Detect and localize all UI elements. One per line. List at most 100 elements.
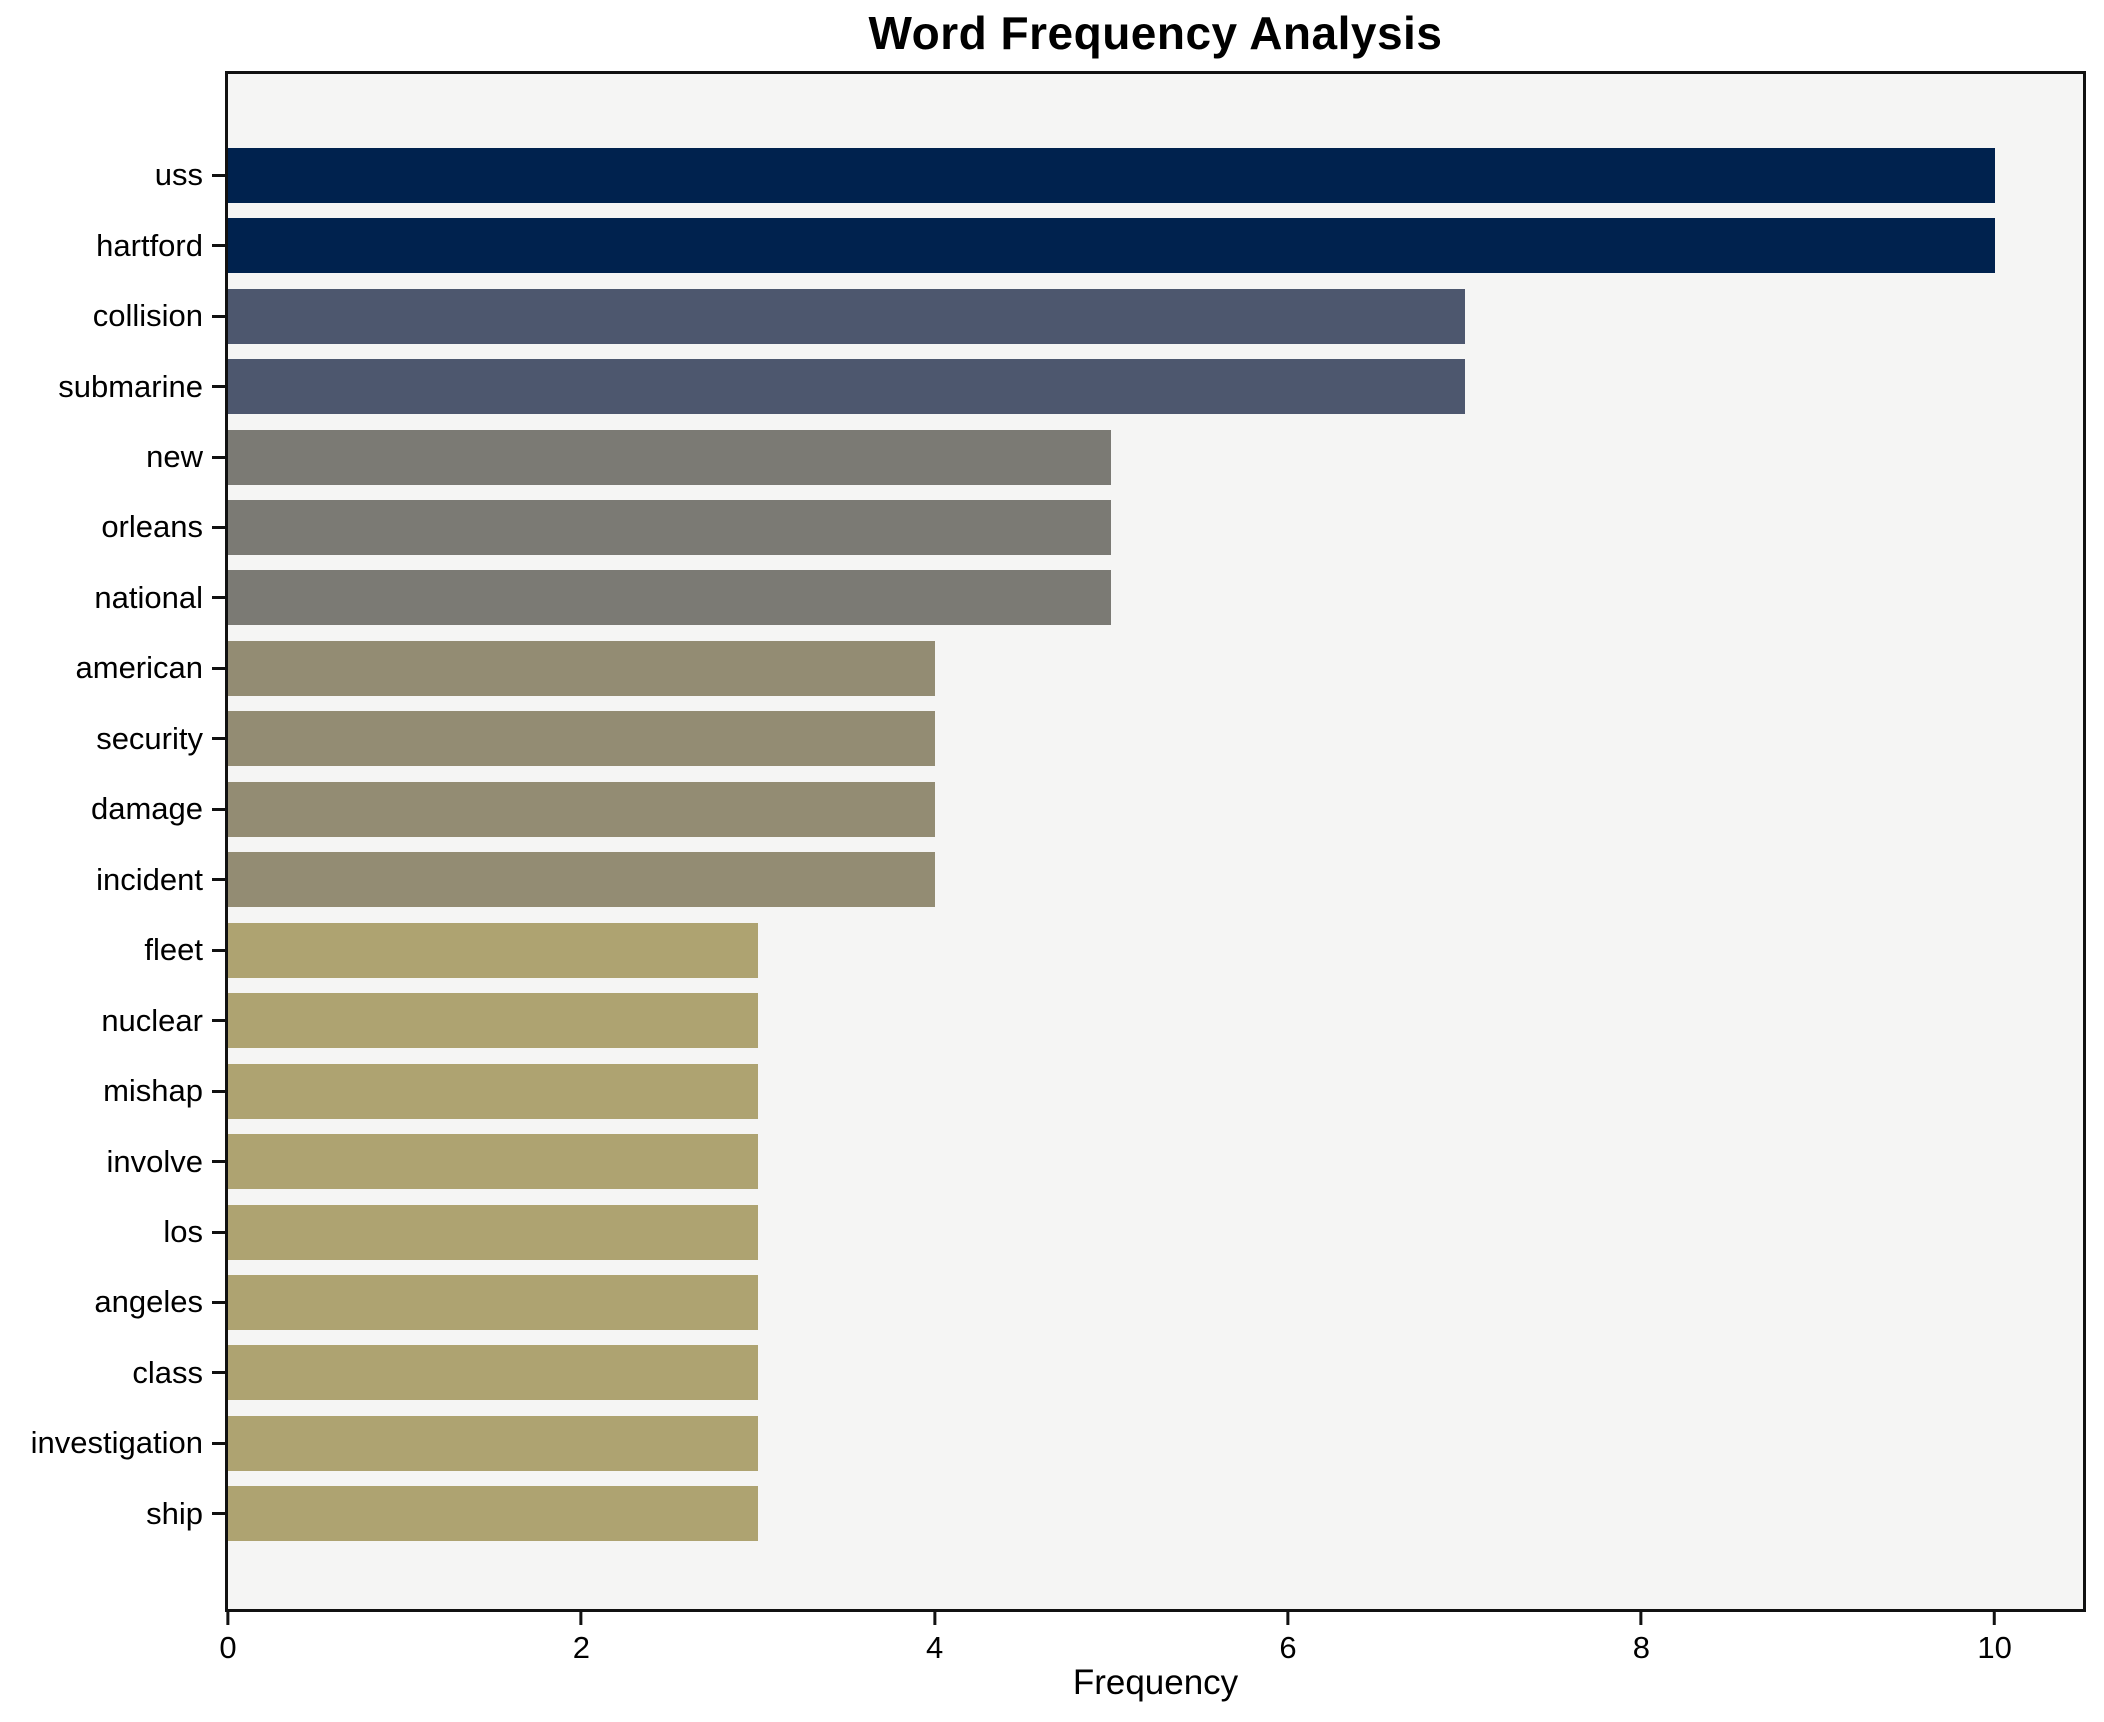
y-tick-mark xyxy=(212,666,225,670)
y-tick-row: security xyxy=(0,704,225,774)
x-tick-mark xyxy=(933,1612,937,1625)
x-tick: 4 xyxy=(926,1612,943,1666)
y-tick-label: national xyxy=(94,579,203,615)
bar-row xyxy=(228,1197,2083,1267)
y-tick-label: angeles xyxy=(94,1284,203,1320)
y-tick-mark xyxy=(212,314,225,318)
y-tick-row: american xyxy=(0,633,225,703)
x-tick-label: 6 xyxy=(1279,1630,1297,1665)
bar-row xyxy=(228,1479,2083,1549)
bar-new xyxy=(228,429,1112,485)
x-tick: 8 xyxy=(1633,1612,1650,1666)
y-tick-label: ship xyxy=(146,1495,203,1531)
y-tick-row: angeles xyxy=(0,1267,225,1337)
y-tick-label: investigation xyxy=(30,1425,203,1461)
bar-incident xyxy=(228,852,935,908)
y-tick-mark xyxy=(212,1371,225,1375)
y-tick-label: damage xyxy=(90,791,203,827)
y-tick-row: nuclear xyxy=(0,985,225,1055)
x-axis: 0 2 4 6 8 10 xyxy=(219,1612,2083,1682)
y-tick-label: collision xyxy=(92,298,203,334)
bar-row xyxy=(228,704,2083,774)
bars-region xyxy=(228,140,2083,1549)
y-tick-label: american xyxy=(75,650,204,686)
bar-row xyxy=(228,492,2083,562)
bar-row xyxy=(228,351,2083,421)
bar-investigation xyxy=(228,1415,758,1471)
y-tick-row: investigation xyxy=(0,1408,225,1478)
bar-row xyxy=(228,633,2083,703)
y-tick-label: los xyxy=(163,1214,203,1250)
y-tick-row: collision xyxy=(0,281,225,351)
bar-row xyxy=(228,1126,2083,1196)
y-tick-mark xyxy=(212,173,225,177)
bar-row xyxy=(228,915,2083,985)
bar-mishap xyxy=(228,1063,758,1119)
y-tick-label: new xyxy=(146,439,203,475)
bar-damage xyxy=(228,781,935,837)
y-tick-mark xyxy=(212,525,225,529)
x-tick-label: 4 xyxy=(926,1630,944,1665)
x-axis-label: Frequency xyxy=(1072,1663,1239,1702)
y-tick-row: hartford xyxy=(0,210,225,280)
y-tick-mark xyxy=(212,1230,225,1234)
y-tick-label: submarine xyxy=(58,368,203,404)
bar-collision xyxy=(228,288,1465,344)
y-tick-mark xyxy=(212,948,225,952)
y-tick-label: orleans xyxy=(101,509,203,545)
y-tick-row: national xyxy=(0,563,225,633)
x-tick-mark xyxy=(1993,1612,1997,1625)
bar-row xyxy=(228,985,2083,1055)
x-tick-label: 2 xyxy=(572,1630,590,1665)
bar-hartford xyxy=(228,218,1995,274)
y-tick-mark xyxy=(212,455,225,459)
y-tick-label: fleet xyxy=(144,932,203,968)
y-tick-row: fleet xyxy=(0,915,225,985)
y-tick-mark xyxy=(212,1160,225,1164)
y-tick-row: new xyxy=(0,422,225,492)
x-tick: 0 xyxy=(219,1612,237,1666)
y-tick-row: uss xyxy=(0,140,225,210)
y-tick-label: involve xyxy=(106,1143,204,1179)
y-tick-label: incident xyxy=(96,861,203,897)
y-tick-row: class xyxy=(0,1338,225,1408)
x-tick-label: 0 xyxy=(219,1630,237,1665)
y-tick-mark xyxy=(212,878,225,882)
bar-row xyxy=(228,1267,2083,1337)
y-tick-label: class xyxy=(132,1354,203,1390)
x-tick-mark xyxy=(1286,1612,1290,1625)
bar-row xyxy=(228,1408,2083,1478)
y-tick-mark xyxy=(212,244,225,248)
y-tick-mark xyxy=(212,1512,225,1516)
y-tick-mark xyxy=(212,596,225,600)
y-tick-mark xyxy=(212,1300,225,1304)
bar-row xyxy=(228,281,2083,351)
chart-title: Word Frequency Analysis xyxy=(868,7,1443,59)
x-tick: 2 xyxy=(573,1612,590,1666)
y-tick-label: uss xyxy=(154,157,203,193)
plot-area xyxy=(225,71,2086,1612)
y-tick-mark xyxy=(212,1019,225,1023)
bar-american xyxy=(228,640,935,696)
y-tick-label: security xyxy=(96,720,203,756)
y-tick-mark xyxy=(212,385,225,389)
y-tick-row: ship xyxy=(0,1479,225,1549)
bar-national xyxy=(228,570,1112,626)
bar-nuclear xyxy=(228,993,758,1049)
y-axis: uss hartford collision submarine new orleans n… xyxy=(0,71,225,1612)
y-tick-mark xyxy=(212,1441,225,1445)
bar-los xyxy=(228,1204,758,1260)
bar-uss xyxy=(228,147,1995,203)
bar-fleet xyxy=(228,922,758,978)
y-tick-mark xyxy=(212,807,225,811)
x-tick: 6 xyxy=(1279,1612,1297,1666)
y-tick-row: orleans xyxy=(0,492,225,562)
bar-row xyxy=(228,140,2083,210)
x-tick: 10 xyxy=(1977,1612,2012,1666)
y-tick-row: damage xyxy=(0,774,225,844)
y-tick-mark xyxy=(212,737,225,741)
bar-ship xyxy=(228,1486,758,1542)
y-tick-label: nuclear xyxy=(101,1002,203,1038)
x-tick-mark xyxy=(226,1612,230,1625)
